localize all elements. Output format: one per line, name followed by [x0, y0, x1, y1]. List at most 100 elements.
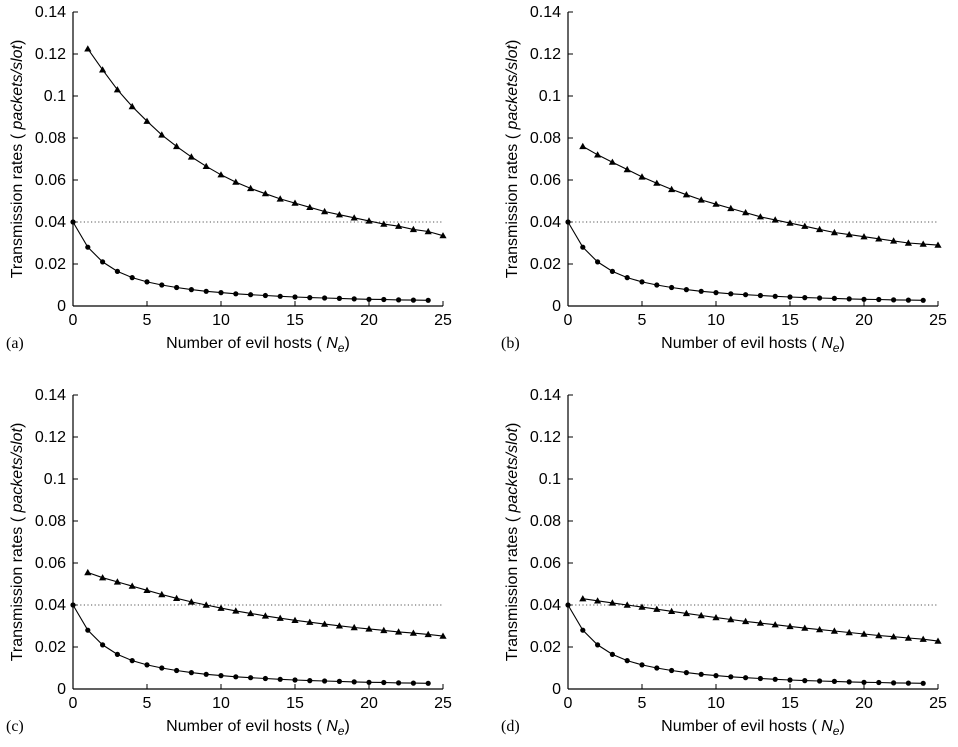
x-axis-title: Number of evil hosts ( Ne): [661, 335, 845, 355]
y-tick-label: 0.08: [530, 130, 561, 147]
triangle-marker: [202, 162, 210, 169]
triangle-marker: [668, 607, 676, 614]
circle-marker: [787, 677, 793, 683]
circle-marker: [218, 290, 224, 296]
circle-marker: [846, 296, 852, 302]
triangle-marker: [173, 594, 181, 601]
circle-marker: [891, 297, 897, 303]
triangle-marker: [187, 153, 195, 160]
panel-label: (b): [501, 335, 520, 352]
triangle-marker: [594, 151, 602, 158]
circle-marker: [100, 642, 106, 648]
circle-marker: [802, 295, 808, 301]
panel-label: (c): [6, 718, 24, 735]
triangle-marker: [668, 185, 676, 193]
y-tick-label: 0.04: [530, 597, 561, 614]
circle-marker: [876, 296, 882, 303]
triangle-marker: [99, 574, 107, 581]
y-tick-label: 0.08: [35, 513, 66, 530]
triangle-marker: [99, 66, 107, 73]
x-tick-label: 0: [564, 695, 573, 712]
circle-marker: [262, 675, 268, 682]
circle-marker: [114, 268, 120, 274]
circle-series-line: [567, 604, 924, 684]
circle-marker: [743, 675, 749, 681]
triangle-marker: [623, 601, 631, 608]
circle-marker: [639, 279, 645, 285]
triangle-marker: [380, 626, 388, 634]
circle-marker: [410, 680, 416, 686]
triangle-marker: [934, 241, 942, 248]
panel-label: (d): [501, 718, 520, 735]
triangle-marker: [904, 634, 912, 641]
circle-marker: [248, 675, 254, 681]
triangle-marker: [217, 604, 225, 611]
x-tick-label: 10: [707, 312, 725, 329]
circle-marker: [802, 678, 808, 684]
circle-marker: [322, 295, 328, 301]
x-tick-label: 25: [434, 695, 452, 712]
circle-marker: [336, 295, 342, 301]
circle-marker: [203, 288, 209, 294]
x-tick-label: 10: [212, 695, 230, 712]
y-tick-label: 0.14: [35, 387, 66, 404]
circle-marker: [639, 662, 645, 668]
x-tick-label: 0: [69, 695, 78, 712]
circle-marker: [262, 292, 268, 299]
circle-marker: [757, 675, 764, 682]
x-tick-label: 20: [360, 695, 378, 712]
circle-marker: [565, 602, 571, 608]
triangle-marker: [608, 158, 616, 165]
triangle-marker: [143, 117, 151, 124]
x-tick-label: 20: [855, 695, 873, 712]
triangle-marker: [335, 211, 343, 218]
triangle-marker: [113, 86, 121, 93]
y-tick-label: 0.02: [35, 256, 66, 273]
y-tick-label: 0: [57, 298, 66, 315]
triangle-marker: [202, 601, 210, 608]
triangle-marker: [890, 237, 898, 244]
triangle-marker: [786, 219, 794, 226]
x-tick-label: 15: [286, 695, 304, 712]
triangle-marker: [890, 633, 898, 640]
circle-marker: [292, 677, 298, 683]
triangle-marker: [395, 628, 403, 635]
x-tick-label: 10: [212, 312, 230, 329]
circle-marker: [381, 679, 387, 686]
circle-marker: [218, 673, 224, 679]
circle-marker: [410, 297, 416, 303]
circle-marker: [100, 259, 106, 265]
chart-panel-d: 0 0.02 0.04 0.06 0.08 0.1 0.12 0.14 0 5 10 15 20 25 Nu…: [501, 387, 947, 738]
circle-marker: [322, 678, 328, 684]
circle-marker: [351, 679, 357, 685]
y-tick-label: 0.1: [44, 88, 66, 105]
y-tick-label: 0.06: [530, 555, 561, 572]
triangle-marker: [158, 590, 166, 598]
triangle-marker: [742, 209, 750, 216]
circle-marker: [85, 244, 91, 250]
y-tick-label: 0.06: [35, 172, 66, 189]
circle-marker: [292, 294, 298, 300]
circle-marker: [425, 680, 431, 686]
circle-marker: [70, 219, 76, 225]
circle-marker: [351, 296, 357, 302]
circle-marker: [174, 284, 180, 291]
y-tick-label: 0.14: [530, 4, 561, 21]
circle-marker: [203, 671, 209, 677]
circle-marker: [817, 295, 823, 301]
circle-marker: [336, 678, 342, 685]
x-axis-title: Number of evil hosts ( Ne): [661, 718, 845, 738]
x-tick-label: 15: [781, 695, 799, 712]
triangle-marker: [143, 586, 151, 593]
triangle-marker: [217, 171, 225, 178]
triangle-marker: [771, 621, 779, 628]
circle-marker: [595, 259, 601, 265]
circle-marker: [905, 297, 912, 303]
triangle-marker: [756, 213, 764, 220]
panel-label: (a): [6, 335, 24, 352]
triangle-marker: [623, 165, 631, 173]
circle-marker: [366, 679, 372, 685]
triangle-marker: [321, 620, 329, 627]
triangle-marker: [380, 220, 388, 227]
